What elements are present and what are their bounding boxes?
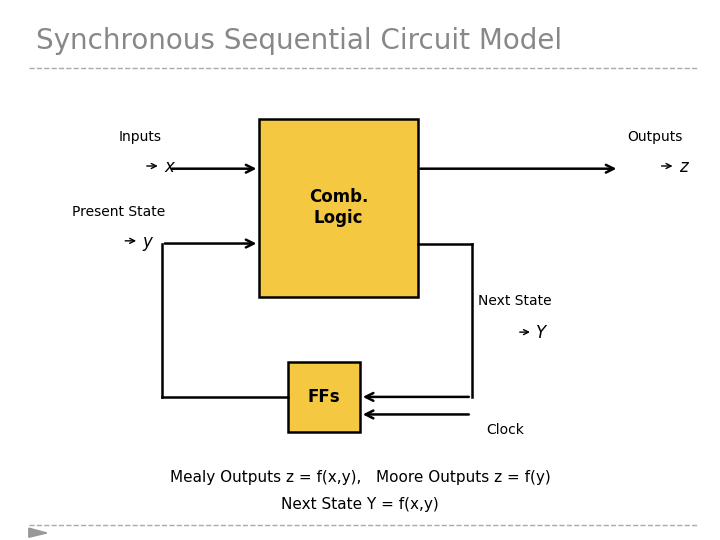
Text: Clock: Clock [486,422,524,436]
Text: Inputs: Inputs [119,130,162,144]
Bar [288,362,360,432]
Text: x: x [164,158,174,176]
Text: Synchronous Sequential Circuit Model: Synchronous Sequential Circuit Model [36,27,562,55]
Text: z: z [679,158,688,176]
Polygon shape [29,528,47,537]
Text: Next State Y = f(x,y): Next State Y = f(x,y) [281,497,439,512]
Text: Present State: Present State [72,205,166,219]
Text: FFs: FFs [307,388,341,406]
Bar [259,119,418,297]
Text: Comb.
Logic: Comb. Logic [309,188,368,227]
Text: Next State: Next State [478,294,552,308]
Text: Y: Y [536,324,546,342]
Text: Mealy Outputs z = f(x,y),   Moore Outputs z = f(y): Mealy Outputs z = f(x,y), Moore Outputs … [170,470,550,485]
Text: y: y [143,233,153,251]
Text: Outputs: Outputs [628,130,683,144]
